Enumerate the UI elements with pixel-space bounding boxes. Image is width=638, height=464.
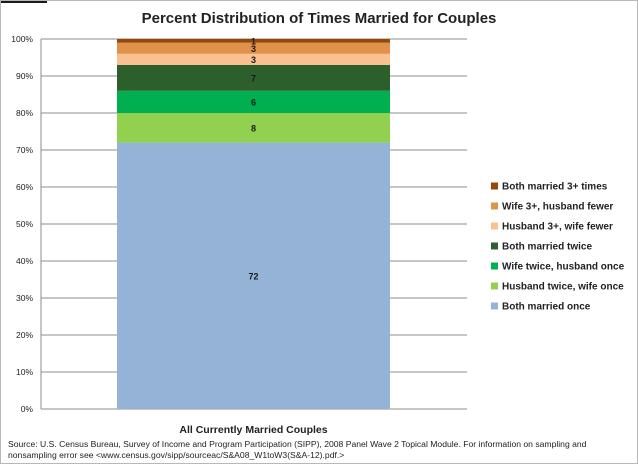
- bar-segment: [117, 53, 390, 65]
- y-tick-label: 90%: [16, 71, 33, 81]
- chart-title: Percent Distribution of Times Married fo…: [141, 10, 497, 27]
- y-tick-label: 60%: [16, 182, 33, 192]
- data-label: 72: [248, 271, 258, 281]
- x-category-label: All Currently Married Couples: [179, 424, 327, 436]
- data-label: 3: [251, 55, 256, 65]
- data-label: 8: [251, 123, 256, 133]
- y-tick-label: 0%: [21, 404, 34, 414]
- legend-swatch: [491, 202, 498, 210]
- bar-segment: [117, 64, 390, 91]
- plot-area: 0% 10% 20% 30% 40% 50% 60% 70% 80% 90% 100% 72 8 6 7 33…: [11, 34, 625, 436]
- y-tick-label: 50%: [16, 219, 33, 229]
- legend-entry: Both married twice: [502, 242, 592, 253]
- bar-segment: [117, 90, 390, 113]
- legend-entry: Both married 3+ times: [502, 182, 608, 193]
- y-tick-label: 30%: [16, 293, 33, 303]
- legend-entry: Both married once: [502, 302, 591, 313]
- legend-swatch: [491, 282, 498, 290]
- legend-swatch: [491, 182, 498, 190]
- corner-mark: [1, 1, 47, 3]
- data-label: 3: [251, 44, 256, 54]
- y-tick-label: 10%: [16, 367, 33, 377]
- data-label: 1: [251, 36, 256, 46]
- y-tick-label: 100%: [11, 34, 33, 44]
- legend-swatch: [491, 302, 498, 310]
- y-tick-label: 20%: [16, 330, 33, 340]
- legend-entry: Wife 3+, husband fewer: [502, 202, 613, 213]
- legend-swatch: [491, 262, 498, 270]
- y-tick-label: 80%: [16, 108, 33, 118]
- bar-segment: [117, 142, 390, 409]
- legend-entry: Wife twice, husband once: [502, 262, 625, 273]
- source-note: Source: U.S. Census Bureau, Survey of In…: [8, 439, 587, 460]
- data-label: 6: [251, 97, 256, 107]
- legend-entry: Husband twice, wife once: [502, 282, 624, 293]
- legend-swatch: [491, 222, 498, 230]
- bar-segment: [117, 42, 390, 54]
- y-tick-label: 40%: [16, 256, 33, 266]
- legend-entry: Husband 3+, wife fewer: [502, 222, 613, 233]
- data-label: 7: [251, 73, 256, 83]
- bar-segment: [117, 39, 390, 43]
- bar-segment: [117, 113, 390, 143]
- legend-swatch: [491, 242, 498, 250]
- y-tick-label: 70%: [16, 145, 33, 155]
